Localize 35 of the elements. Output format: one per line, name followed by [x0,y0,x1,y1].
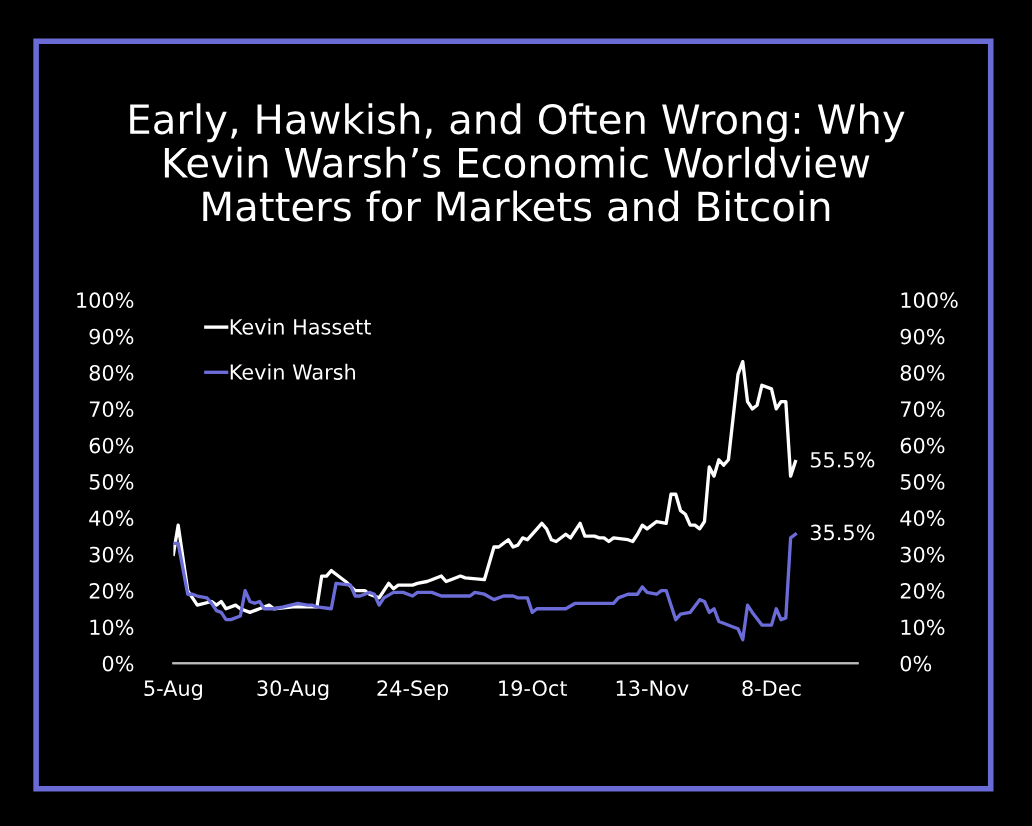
y-tick-label: 50% [89,474,134,490]
x-tick-label: 19-Oct [499,680,568,697]
x-tick-label: 30-Aug [257,680,329,701]
y-tick-label: 20% [89,583,134,599]
y-tick-label: 100% [77,292,134,309]
y-tick-label: 70% [89,401,134,418]
y-tick-label: 60% [89,437,134,454]
y2-tick-label: 90% [900,328,945,345]
line-series [173,532,798,642]
y2-tick-label: 20% [900,583,945,599]
y2-tick-label: 10% [901,619,945,636]
y2-tick-label: 80% [900,364,945,381]
x-tick-label: 24-Sep [377,680,449,701]
y2-tick-label: 0% [900,655,932,672]
y2-tick-label: 50% [900,474,945,490]
legend-label: Kevin Warsh [230,363,355,380]
y-tick-label: 30% [89,546,134,563]
y2-tick-label: 30% [900,546,945,563]
y2-tick-label: 40% [900,510,945,527]
chart-title: Early, Hawkish, and Often Wrong: Why Kevin Warsh’s Economic Worldview Matters for Markets and Bitcoin [130,103,905,222]
y-tick-label: 0% [102,655,134,672]
annotation: 55.5% [810,451,875,468]
y2-tick-label: 70% [900,401,945,418]
y2-tick-label: 60% [900,437,945,454]
y-tick-label: 90% [89,328,134,345]
y-tick-label: 40% [89,510,134,527]
line-series [173,359,798,615]
y2-tick-label: 100% [901,292,958,309]
y-tick-label: 10% [90,619,134,636]
annotation: 35.5% [810,524,875,541]
y-tick-label: 80% [89,364,134,381]
x-tick-label: 5-Aug [144,680,202,701]
legend-label: Kevin Hassett [230,318,371,335]
x-tick-label: 13-Nov [616,680,689,697]
x-tick-label: 8-Dec [742,680,801,697]
